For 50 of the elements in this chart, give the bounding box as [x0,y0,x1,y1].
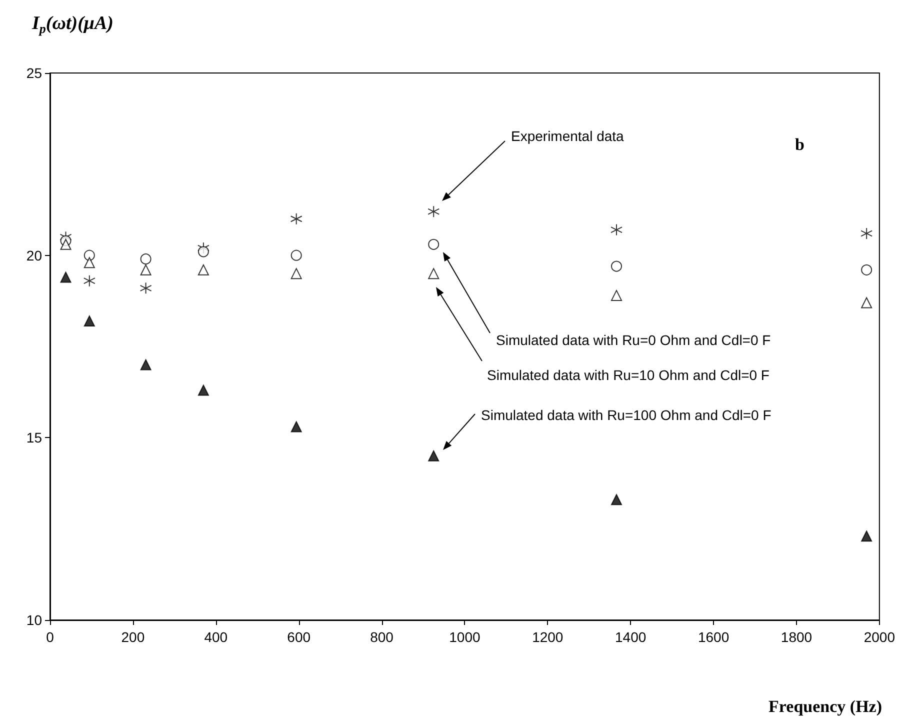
x-tick-label: 2000 [864,629,896,645]
point [861,530,872,542]
annotation: Experimental data [511,128,624,144]
y-tick-label: 25 [26,65,42,81]
point [290,212,302,225]
point [861,264,872,276]
point [140,264,152,276]
x-tick-label: 1600 [698,629,730,645]
point [84,250,95,261]
point [84,315,95,326]
x-axis-title: Frequency (Hz) [768,697,882,716]
point [198,264,209,276]
x-tick-label: 1000 [449,629,480,645]
point [610,224,622,236]
point [290,250,302,261]
x-tick-label: 200 [121,629,145,645]
point [83,274,96,287]
annotation: Simulated data with Ru=10 Ohm and Cdl=0 F [487,367,770,383]
annotation: Simulated data with Ru=100 Ohm and Cdl=0 F [481,407,772,423]
y-tick-label: 15 [26,430,42,446]
x-tick-label: 1800 [780,629,812,645]
annotation: b [795,135,804,154]
y-tick-label: 10 [26,612,42,628]
x-tick-label: 0 [46,629,54,645]
point [611,290,622,301]
point [428,268,440,280]
point [198,384,209,396]
point [140,282,152,294]
x-tick-label: 1200 [532,629,564,645]
point [861,297,872,308]
point [84,257,95,268]
x-tick-label: 800 [370,629,394,645]
point [60,238,72,250]
x-tick-label: 400 [204,629,228,645]
y-tick-label: 20 [26,247,42,264]
point [198,246,209,258]
annotation: Simulated data with Ru=0 Ohm and Cdl=0 F [496,332,771,348]
point [428,206,440,218]
point [290,421,302,432]
x-tick-label: 1400 [615,629,646,645]
x-tick-label: 600 [287,629,311,645]
point [428,238,440,250]
point [860,227,873,240]
point [611,260,622,272]
point [140,359,152,370]
point [60,272,72,283]
point [428,450,440,462]
point [290,268,302,280]
point [611,494,622,506]
point [140,253,152,264]
